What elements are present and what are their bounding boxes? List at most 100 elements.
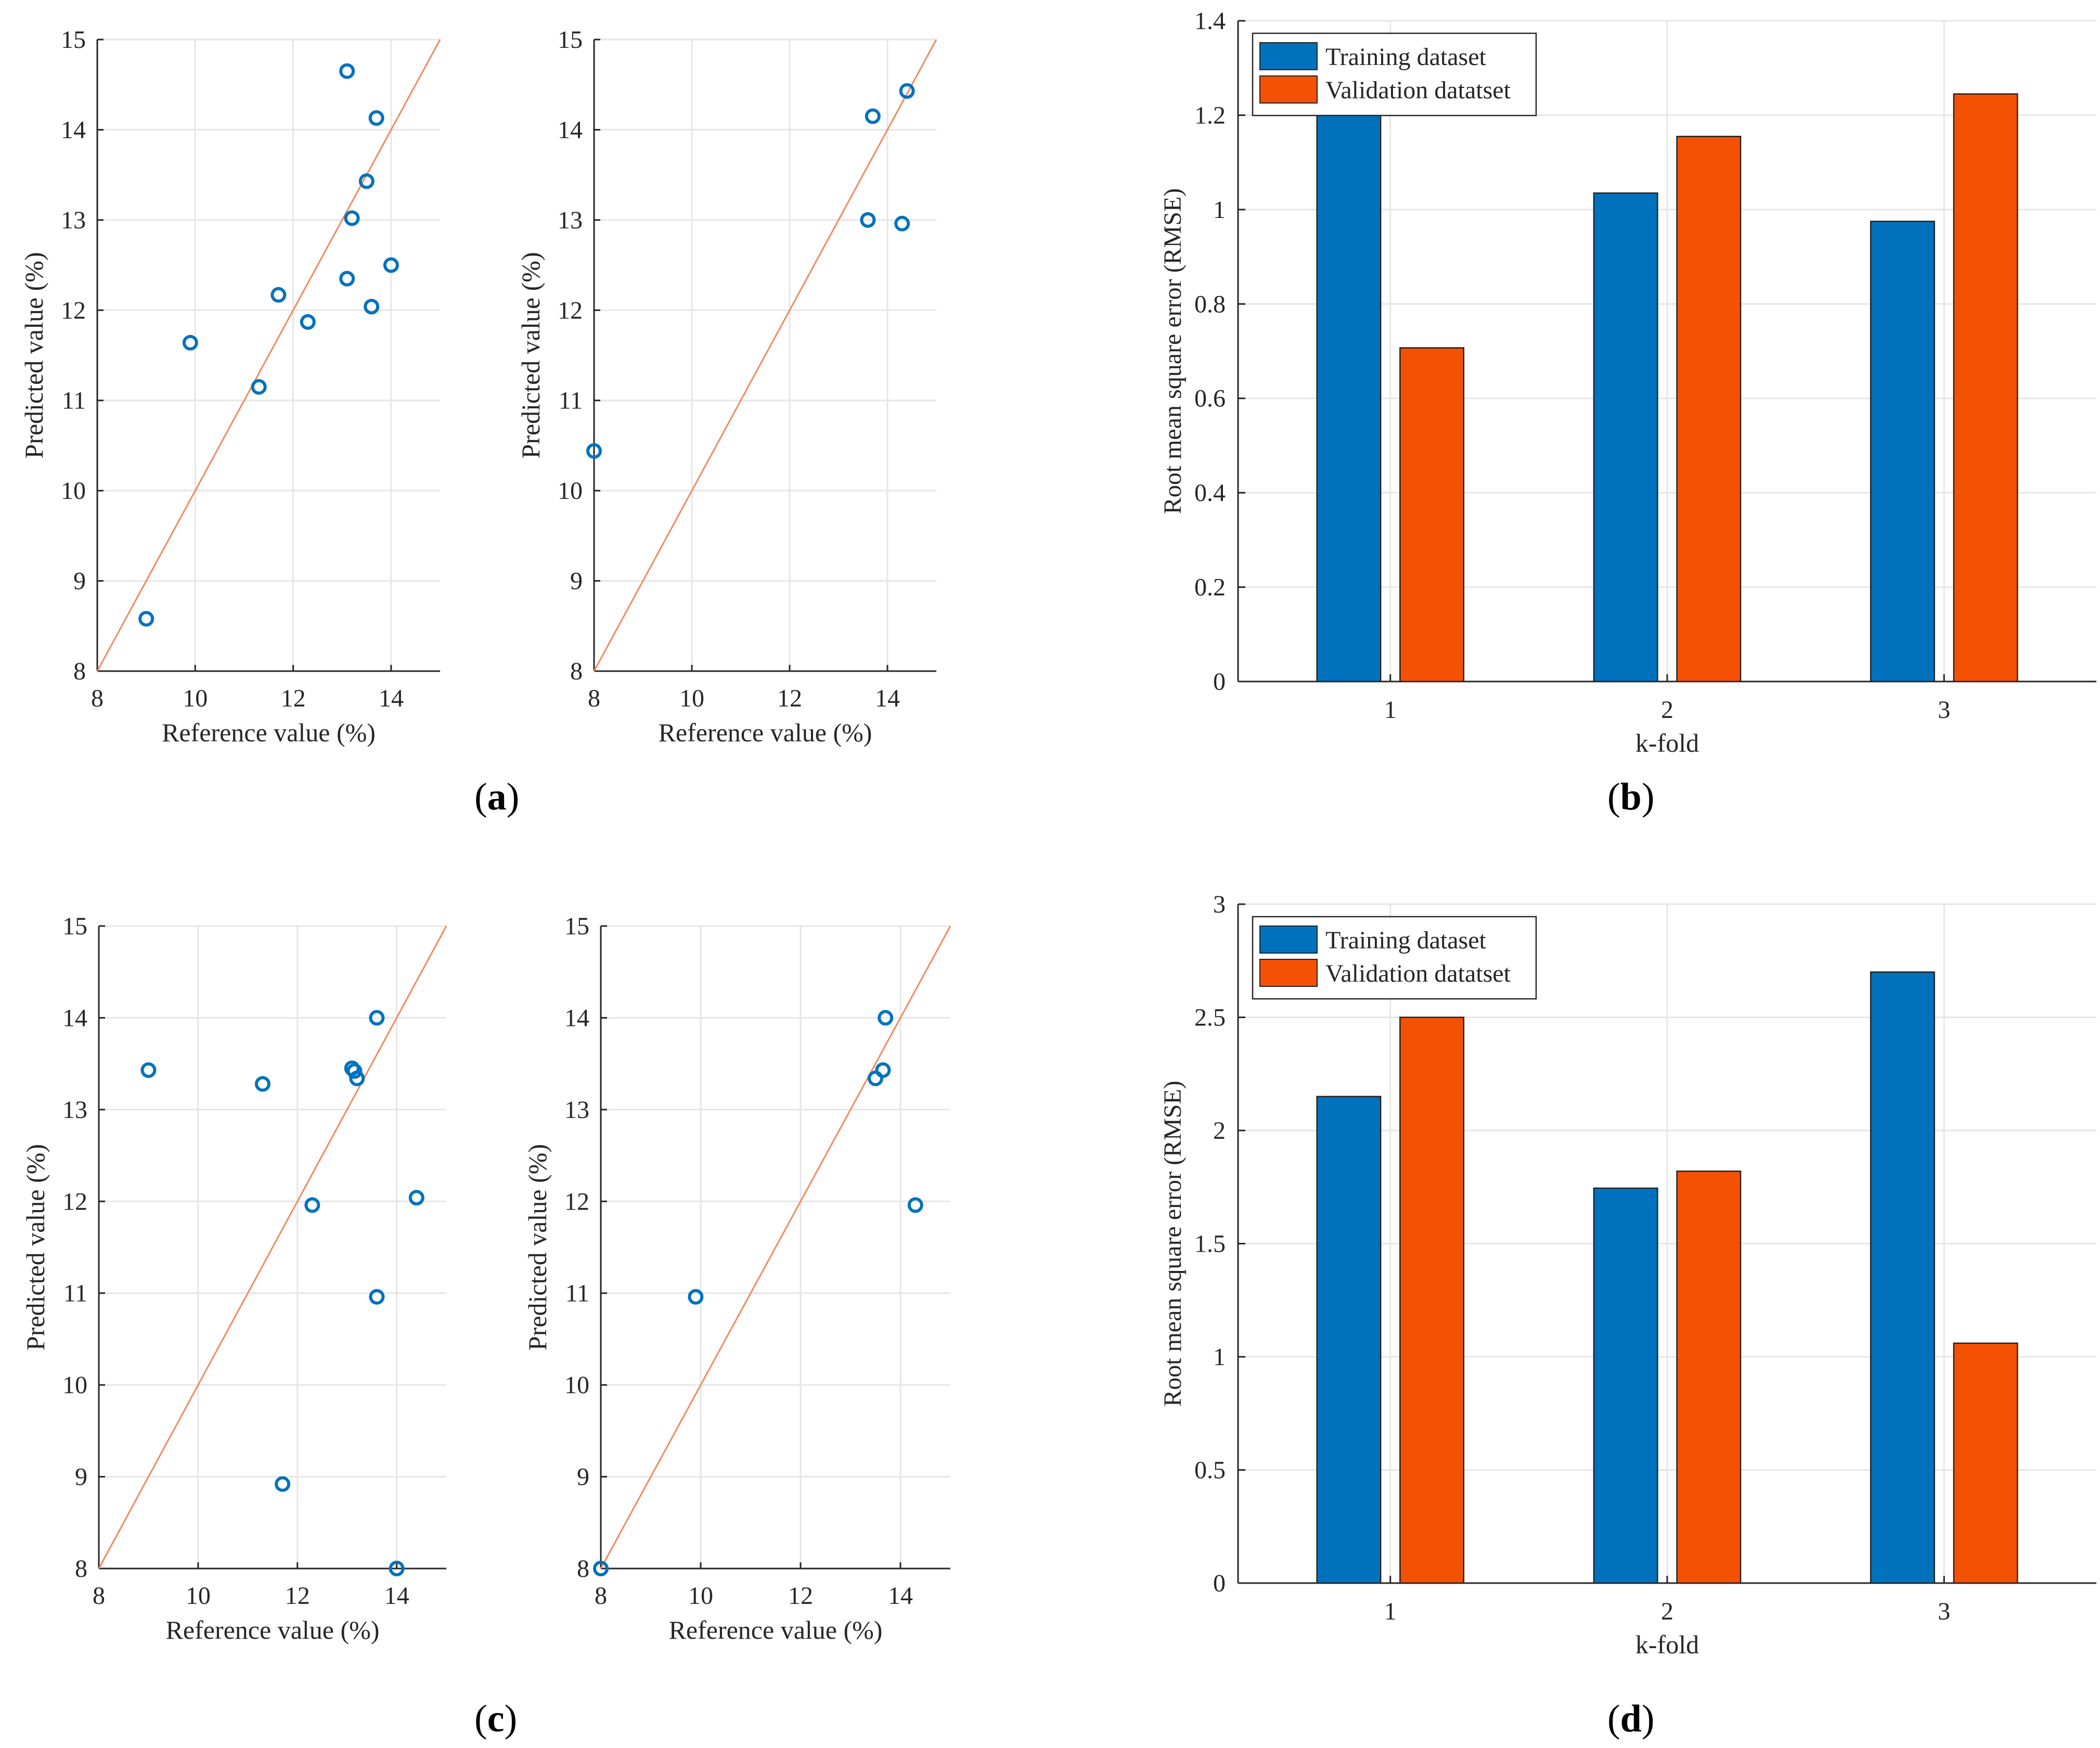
y-tick-label: 15 bbox=[62, 912, 87, 940]
y-axis-label: Predicted value (%) bbox=[21, 1144, 50, 1351]
y-tick-label: 1 bbox=[1213, 196, 1226, 224]
y-tick-label: 10 bbox=[564, 1371, 589, 1399]
x-tick-label: 14 bbox=[888, 1582, 913, 1610]
y-tick-label: 14 bbox=[61, 116, 86, 144]
data-point bbox=[369, 1010, 385, 1026]
x-tick-label: 1 bbox=[1384, 696, 1397, 724]
x-tick-label: 10 bbox=[186, 1582, 211, 1610]
legend-entry-label: Validation datatset bbox=[1325, 76, 1511, 104]
bar-validation bbox=[1399, 1017, 1465, 1584]
panel-label-c: (c) bbox=[474, 1698, 518, 1740]
data-point bbox=[182, 335, 198, 351]
y-tick-label: 12 bbox=[62, 1188, 87, 1215]
y-tick-label: 13 bbox=[564, 1096, 589, 1124]
data-point bbox=[408, 1190, 424, 1206]
bar-training bbox=[1316, 114, 1382, 683]
identity-line bbox=[600, 926, 951, 1569]
y-axis-label: Root mean square error (RMSE) bbox=[1159, 1081, 1187, 1407]
x-tick-label: 10 bbox=[688, 1582, 713, 1610]
scatter-chart-c-right: 8 10 12 14 8 9 10 11 12 13 14 15 Reference value (%)… bbox=[523, 912, 951, 1644]
y-tick-label: 12 bbox=[61, 297, 86, 324]
legend-entry-label: Training dataset bbox=[1325, 927, 1487, 954]
bar-validation bbox=[1676, 136, 1742, 683]
y-tick-label: 9 bbox=[75, 1463, 87, 1491]
y-tick-label: 15 bbox=[61, 26, 86, 54]
legend-swatch bbox=[1259, 959, 1318, 987]
y-tick-label: 11 bbox=[565, 1280, 589, 1307]
scatter-chart-a-left: 8 10 12 14 8 9 10 11 12 13 14 15 Reference value (%)… bbox=[19, 26, 441, 747]
panel-label-d: (d) bbox=[1607, 1698, 1655, 1740]
panel-label-b: (b) bbox=[1607, 776, 1655, 818]
data-point bbox=[688, 1289, 704, 1305]
data-point bbox=[899, 83, 915, 99]
legend-swatch bbox=[1259, 42, 1318, 70]
y-tick-label: 2 bbox=[1213, 1117, 1226, 1145]
identity-line bbox=[98, 926, 447, 1569]
data-point bbox=[593, 1561, 609, 1576]
scatter-chart-c-left: 8 10 12 14 8 9 10 11 12 13 14 15 Reference value (%)… bbox=[21, 912, 447, 1644]
bar-chart-b: 0 0.2 0.4 0.6 0.8 1 1.2 1.4 1 2 3 k-fold Root mean s… bbox=[1159, 7, 2096, 757]
data-point bbox=[138, 611, 154, 627]
x-tick-label: 8 bbox=[588, 685, 600, 712]
x-tick-label: 14 bbox=[384, 1582, 409, 1610]
x-tick-label: 12 bbox=[281, 685, 306, 712]
data-point bbox=[364, 299, 380, 315]
y-tick-label: 11 bbox=[559, 387, 583, 415]
legend-entry-label: Validation datatset bbox=[1325, 960, 1511, 987]
data-point bbox=[358, 173, 375, 189]
data-point bbox=[369, 1289, 385, 1305]
x-tick-label: 8 bbox=[93, 1582, 105, 1610]
x-tick-label: 8 bbox=[595, 1582, 607, 1610]
data-point bbox=[349, 1070, 365, 1086]
identity-line bbox=[593, 39, 937, 672]
y-tick-label: 11 bbox=[62, 387, 86, 415]
y-tick-label: 12 bbox=[558, 297, 583, 324]
bar-chart-d: 0 0.5 1 1.5 2 2.5 3 1 2 3 k-fold Root mean square e… bbox=[1159, 891, 2096, 1659]
y-tick-label: 1.2 bbox=[1194, 101, 1226, 129]
data-point bbox=[339, 63, 355, 79]
x-axis-label: Reference value (%) bbox=[669, 1615, 883, 1644]
data-point bbox=[254, 1076, 270, 1092]
x-tick-label: 10 bbox=[679, 685, 704, 712]
data-point bbox=[300, 314, 316, 330]
x-tick-label: 2 bbox=[1661, 1598, 1673, 1625]
y-tick-label: 8 bbox=[577, 1555, 589, 1583]
data-point bbox=[275, 1476, 291, 1492]
x-tick-label: 8 bbox=[91, 685, 104, 712]
y-tick-label: 9 bbox=[570, 568, 583, 595]
y-tick-label: 15 bbox=[558, 26, 583, 54]
y-tick-label: 12 bbox=[564, 1188, 589, 1215]
x-axis-label: Reference value (%) bbox=[659, 718, 872, 747]
x-tick-label: 12 bbox=[777, 685, 802, 712]
x-tick-label: 14 bbox=[379, 685, 404, 712]
data-point bbox=[875, 1062, 891, 1078]
y-tick-label: 1.5 bbox=[1194, 1230, 1226, 1258]
y-tick-label: 1.4 bbox=[1194, 7, 1226, 35]
y-tick-label: 0.8 bbox=[1194, 290, 1226, 318]
x-tick-label: 3 bbox=[1938, 1598, 1950, 1625]
y-tick-label: 14 bbox=[558, 116, 583, 144]
data-point bbox=[389, 1561, 405, 1576]
y-tick-label: 0.5 bbox=[1194, 1457, 1226, 1484]
y-tick-label: 15 bbox=[564, 912, 589, 940]
bar-validation bbox=[1953, 1342, 2018, 1584]
y-axis-label: Root mean square error (RMSE) bbox=[1159, 188, 1187, 515]
data-point bbox=[894, 215, 910, 232]
x-axis-label: Reference value (%) bbox=[162, 718, 376, 747]
y-tick-label: 13 bbox=[61, 207, 86, 234]
data-point bbox=[865, 108, 881, 124]
y-axis-label: Predicted value (%) bbox=[19, 252, 48, 458]
y-tick-label: 0.4 bbox=[1194, 479, 1226, 507]
data-point bbox=[878, 1010, 894, 1026]
y-tick-label: 0.6 bbox=[1194, 385, 1226, 413]
y-tick-label: 14 bbox=[62, 1004, 87, 1032]
data-point bbox=[251, 379, 267, 395]
legend-entry-label: Training dataset bbox=[1325, 43, 1487, 71]
y-tick-label: 1 bbox=[1213, 1343, 1226, 1371]
data-point bbox=[907, 1197, 923, 1213]
data-point bbox=[368, 110, 384, 126]
x-tick-label: 12 bbox=[788, 1582, 813, 1610]
panel-label-a: (a) bbox=[474, 776, 520, 818]
bar-validation bbox=[1953, 93, 2018, 683]
